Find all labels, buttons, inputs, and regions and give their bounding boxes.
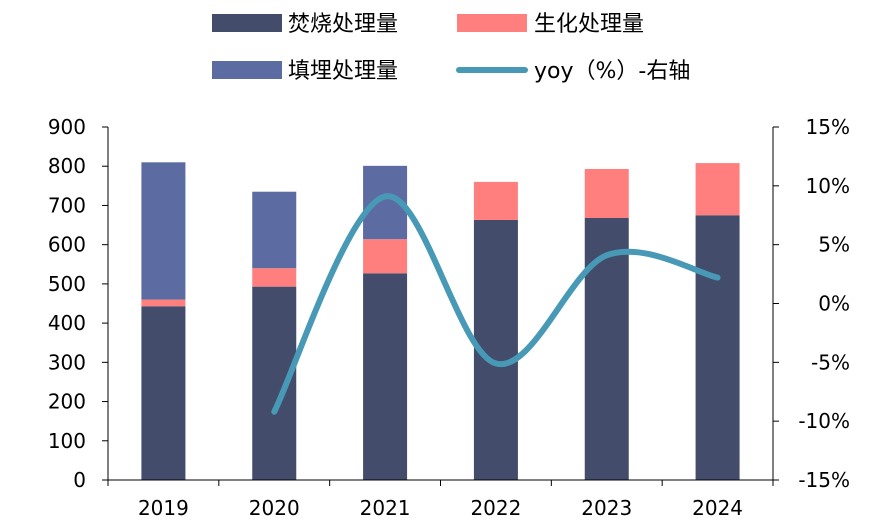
legend-item-biochemical: 生化处理量 xyxy=(457,12,644,37)
right-axis-tick-label: 10% xyxy=(806,174,850,198)
legend-label-incineration: 焚烧处理量 xyxy=(288,12,398,37)
legend-swatch-incineration xyxy=(212,14,282,32)
legend-swatch-biochemical xyxy=(457,14,527,32)
x-axis-tick-label: 2019 xyxy=(138,496,189,520)
right-axis-tick-label: 0% xyxy=(818,292,850,316)
bar-segment-biochemical-2021 xyxy=(363,239,408,274)
legend-label-biochemical: 生化处理量 xyxy=(534,12,644,37)
yoy-line xyxy=(271,193,721,415)
legend-label-landfill: 填埋处理量 xyxy=(288,59,398,84)
left-axis-tick-label: 100 xyxy=(48,429,86,453)
right-axis-tick-label: 5% xyxy=(818,233,850,257)
left-axis-tick-label: 900 xyxy=(48,115,86,139)
legend-item-yoy: yoy（%）-右轴 xyxy=(456,59,690,84)
bar-segment-biochemical-2019 xyxy=(141,299,186,307)
right-axis-tick-label: 15% xyxy=(806,115,850,139)
x-axis-tick-label: 2023 xyxy=(581,496,632,520)
legend-swatch-landfill xyxy=(212,61,282,79)
left-axis-tick-label: 200 xyxy=(48,390,86,414)
x-axis-tick-label: 2022 xyxy=(470,496,521,520)
left-axis-tick-label: 400 xyxy=(48,311,86,335)
bar-segment-biochemical-2023 xyxy=(584,168,629,218)
bar-segment-incineration-2024 xyxy=(695,215,740,480)
x-axis-tick-label: 2021 xyxy=(360,496,411,520)
bar-segment-incineration-2019 xyxy=(141,306,186,480)
bar-segment-incineration-2021 xyxy=(363,273,408,480)
right-axis-tick-label: -10% xyxy=(798,409,850,433)
bar-segment-biochemical-2024 xyxy=(695,163,740,216)
plot-area: 0 100 200 300 400 500 600 700 800 900 -15% -10% -5% 0… xyxy=(48,115,850,520)
legend: 焚烧处理量 生化处理量 填埋处理量 yoy（%）-右轴 xyxy=(212,12,690,84)
left-axis-tick-label: 300 xyxy=(48,350,86,374)
legend-item-landfill: 填埋处理量 xyxy=(212,59,398,84)
left-axis-tick-label: 0 xyxy=(73,468,86,492)
right-axis-tick-label: -5% xyxy=(811,350,850,374)
left-axis-tick-label: 800 xyxy=(48,154,86,178)
legend-label-yoy: yoy（%）-右轴 xyxy=(534,59,690,84)
bar-segment-biochemical-2020 xyxy=(252,268,297,287)
x-axis-tick-label: 2024 xyxy=(692,496,743,520)
left-axis-tick-label: 700 xyxy=(48,193,86,217)
left-axis-tick-label: 600 xyxy=(48,233,86,257)
x-axis-tick-label: 2020 xyxy=(249,496,300,520)
right-axis-tick-label: -15% xyxy=(798,468,850,492)
left-axis-tick-label: 500 xyxy=(48,272,86,296)
bar-segment-biochemical-2022 xyxy=(473,181,518,220)
bar-segment-landfill-2020 xyxy=(252,191,297,269)
legend-item-incineration: 焚烧处理量 xyxy=(212,12,398,37)
bar-segment-landfill-2019 xyxy=(141,162,186,300)
